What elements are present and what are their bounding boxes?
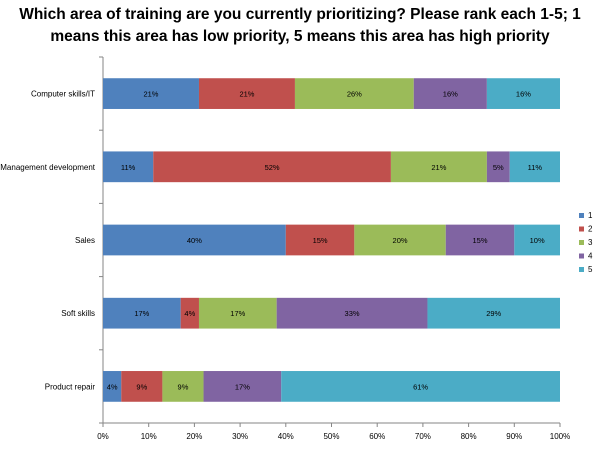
data-label: 11% (528, 163, 543, 172)
data-label: 15% (313, 236, 328, 245)
data-label: 26% (347, 90, 362, 99)
chart-title: Which area of training are you currently… (0, 4, 600, 48)
x-tick-label: 70% (415, 432, 431, 441)
data-label: 17% (230, 309, 245, 318)
x-tick-label: 90% (506, 432, 522, 441)
bar-segment (427, 297, 560, 329)
bar-segment (162, 371, 204, 402)
x-tick-label: 40% (278, 432, 294, 441)
category-label: Sales (75, 236, 95, 245)
bar-segment (285, 224, 355, 256)
bar-segment (486, 151, 510, 183)
legend-swatch (579, 267, 584, 272)
x-tick-label: 0% (97, 432, 109, 441)
bar-segment (514, 224, 560, 256)
category-label: Computer skills/IT (31, 90, 95, 99)
x-tick-label: 20% (186, 432, 202, 441)
bar-segment (413, 78, 487, 109)
category-label: Soft skills (61, 309, 95, 318)
bar-segment (198, 78, 295, 109)
x-tick-label: 50% (323, 432, 339, 441)
chart-title-line-1: Which area of training are you currently… (19, 6, 581, 23)
bar-segment (486, 78, 560, 109)
bar-segment (509, 151, 560, 183)
bar-segment (390, 151, 487, 183)
data-label: 5% (493, 163, 504, 172)
data-label: 52% (265, 163, 280, 172)
x-tick-label: 60% (369, 432, 385, 441)
legend-swatch (579, 226, 584, 232)
data-label: 21% (239, 90, 254, 99)
legend-swatch (579, 240, 584, 245)
data-label: 61% (413, 382, 428, 391)
x-tick-label: 10% (141, 432, 157, 441)
bar-segment (153, 151, 391, 183)
data-label: 9% (178, 382, 189, 391)
data-label: 16% (443, 90, 458, 99)
x-tick-label: 80% (461, 432, 477, 441)
bar-segment (121, 371, 163, 402)
legend-swatch (579, 253, 584, 259)
data-label: 4% (184, 309, 195, 318)
data-label: 9% (136, 382, 147, 391)
data-label: 29% (486, 309, 501, 318)
bar-segment (103, 151, 154, 183)
bar-segment (103, 224, 286, 256)
bar-segment (103, 297, 181, 329)
bar-segment (203, 371, 282, 402)
bar-segment (281, 371, 560, 402)
data-label: 16% (516, 90, 531, 99)
data-label: 20% (393, 236, 408, 245)
legend-label: 4 (588, 252, 593, 261)
data-label: 10% (530, 236, 545, 245)
data-label: 15% (473, 236, 488, 245)
bar-segment (445, 224, 515, 256)
x-tick-label: 30% (232, 432, 248, 441)
bar-segment (180, 297, 199, 329)
chart-title-line-2: means this area has low priority, 5 mean… (50, 28, 550, 45)
bar-segment (276, 297, 428, 329)
legend-label: 1 (588, 211, 593, 220)
data-label: 21% (431, 163, 446, 172)
bar-segment (294, 78, 414, 109)
category-label: Product repair (45, 382, 96, 391)
bar-segment (103, 78, 199, 109)
data-label: 17% (134, 309, 149, 318)
legend-label: 5 (588, 265, 593, 274)
data-label: 33% (345, 309, 360, 318)
legend-swatch (579, 213, 584, 218)
bar-segment (198, 297, 277, 329)
bar-segment (103, 371, 122, 402)
category-label: Management development (0, 163, 96, 172)
x-tick-label: 100% (550, 432, 570, 441)
data-label: 4% (107, 382, 118, 391)
legend-label: 2 (588, 225, 593, 234)
bar-segment (354, 224, 446, 256)
data-label: 17% (235, 382, 250, 391)
legend-label: 3 (588, 238, 593, 247)
data-label: 21% (143, 90, 158, 99)
data-label: 40% (187, 236, 202, 245)
data-label: 11% (121, 163, 136, 172)
